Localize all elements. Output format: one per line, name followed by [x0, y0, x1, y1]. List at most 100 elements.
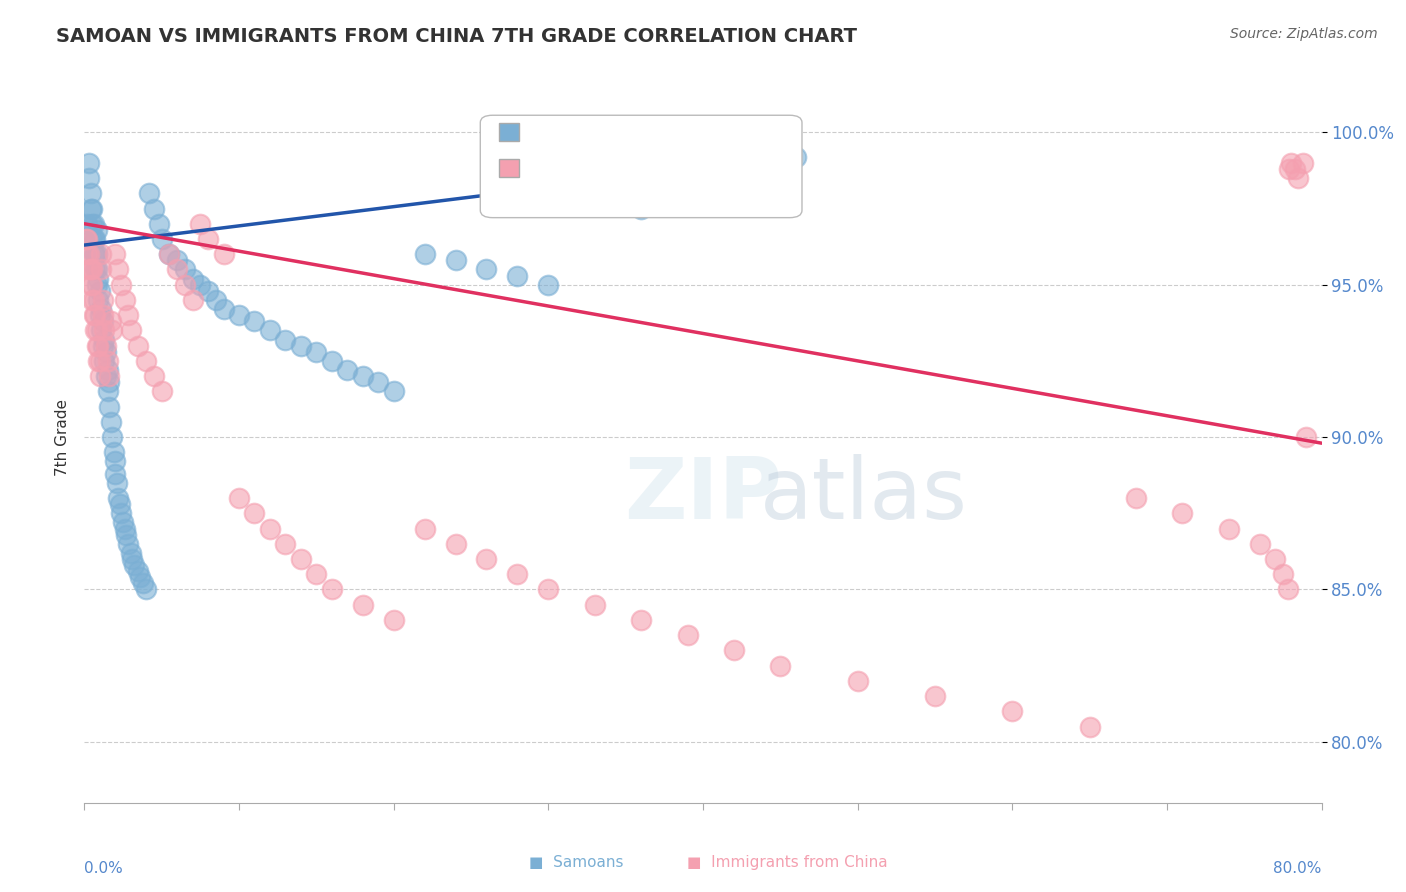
- Point: [89, 354, 111, 368]
- Point: [122, 558, 145, 573]
- Point: [104, 247, 127, 261]
- Point: [1284, 161, 1306, 176]
- Point: [87, 354, 110, 368]
- Point: [138, 186, 160, 201]
- Point: [150, 384, 173, 399]
- Point: [90, 302, 112, 317]
- Point: [90, 247, 112, 261]
- Point: [100, 314, 122, 328]
- Text: Source: ZipAtlas.com: Source: ZipAtlas.com: [1230, 27, 1378, 41]
- Point: [94, 369, 117, 384]
- Point: [475, 262, 498, 277]
- Point: [475, 552, 498, 566]
- Point: [181, 293, 204, 307]
- Point: [77, 171, 100, 186]
- Point: [91, 314, 114, 328]
- Point: [243, 506, 266, 520]
- Point: [1125, 491, 1147, 505]
- Point: [82, 293, 104, 307]
- Point: [93, 354, 115, 368]
- Point: [228, 308, 250, 322]
- Point: [243, 314, 266, 328]
- Point: [1001, 705, 1024, 719]
- Point: [105, 475, 128, 490]
- Point: [352, 598, 374, 612]
- Point: [86, 277, 108, 292]
- Point: [1286, 171, 1309, 186]
- Text: ■  Immigrants from China: ■ Immigrants from China: [688, 855, 887, 870]
- Point: [148, 217, 170, 231]
- Point: [84, 247, 107, 261]
- Point: [101, 323, 124, 337]
- Point: [159, 247, 180, 261]
- Point: [103, 445, 125, 459]
- Point: [785, 150, 807, 164]
- Point: [135, 582, 157, 597]
- Text: atlas: atlas: [759, 454, 967, 537]
- Point: [444, 537, 467, 551]
- Point: [132, 576, 155, 591]
- Point: [321, 582, 343, 597]
- Point: [87, 339, 110, 353]
- Point: [86, 339, 108, 353]
- Point: [94, 339, 117, 353]
- Point: [1277, 582, 1299, 597]
- Point: [676, 156, 699, 170]
- Point: [444, 253, 467, 268]
- Point: [274, 537, 297, 551]
- Point: [100, 415, 122, 429]
- Point: [83, 232, 105, 246]
- Point: [117, 537, 139, 551]
- Point: [91, 293, 114, 307]
- Point: [1295, 430, 1317, 444]
- Point: [79, 202, 101, 216]
- Point: [104, 454, 127, 468]
- Point: [86, 223, 108, 237]
- Point: [98, 376, 121, 390]
- Point: [259, 522, 281, 536]
- Point: [274, 333, 297, 347]
- Point: [77, 156, 100, 170]
- Point: [82, 232, 104, 246]
- Point: [143, 369, 166, 384]
- Point: [89, 284, 111, 298]
- Bar: [499, 159, 519, 178]
- Point: [188, 217, 211, 231]
- Point: [84, 262, 107, 277]
- Point: [723, 643, 745, 657]
- Point: [506, 567, 529, 582]
- Point: [84, 323, 107, 337]
- Point: [321, 354, 343, 368]
- Point: [101, 430, 124, 444]
- Point: [75, 232, 97, 246]
- Point: [76, 247, 98, 261]
- Point: [120, 546, 142, 560]
- Point: [98, 369, 121, 384]
- Point: [367, 376, 389, 390]
- Point: [1271, 567, 1294, 582]
- Point: [382, 613, 405, 627]
- Text: ■  Samoans: ■ Samoans: [529, 855, 624, 870]
- Point: [1218, 522, 1240, 536]
- Point: [96, 354, 118, 368]
- Point: [79, 277, 101, 292]
- Point: [83, 247, 105, 261]
- Point: [205, 293, 228, 307]
- Point: [98, 400, 121, 414]
- Point: [846, 673, 869, 688]
- Point: [82, 202, 104, 216]
- Point: [82, 217, 104, 231]
- Point: [115, 527, 138, 541]
- Point: [93, 323, 115, 337]
- Point: [1264, 552, 1286, 566]
- Point: [84, 308, 107, 322]
- Point: [197, 232, 219, 246]
- Point: [76, 232, 98, 246]
- Point: [1292, 156, 1315, 170]
- Point: [127, 339, 149, 353]
- Point: [104, 467, 127, 481]
- Point: [89, 369, 111, 384]
- Point: [96, 384, 118, 399]
- Point: [583, 598, 606, 612]
- Point: [77, 247, 100, 261]
